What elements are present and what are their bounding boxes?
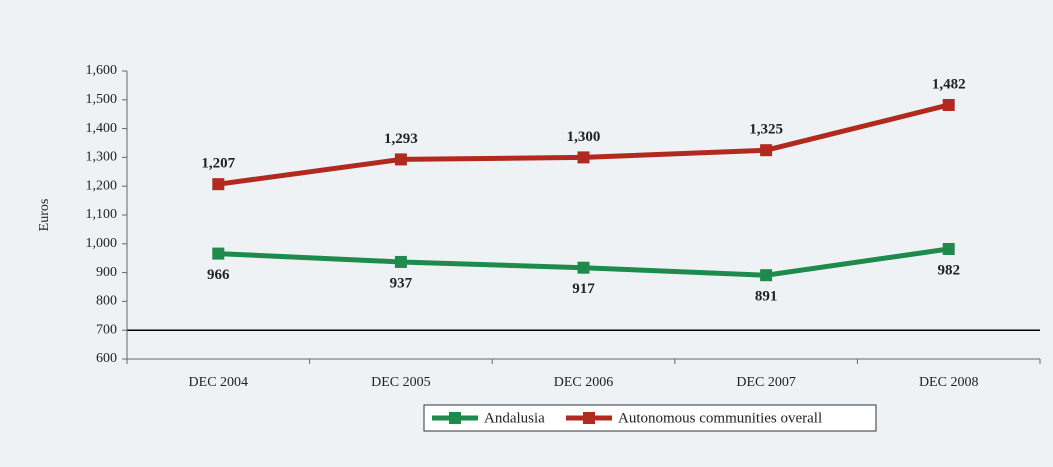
point-marker [212,178,225,191]
data-label: 1,325 [749,122,783,138]
data-label: 1,207 [201,156,235,172]
x-tick-label: DEC 2006 [554,375,614,390]
x-tick-label: DEC 2008 [919,375,979,390]
y-tick-label: 1,100 [86,207,118,222]
data-label: 917 [572,281,595,297]
point-marker [760,144,773,157]
point-marker [212,247,225,260]
y-tick-label: 1,500 [86,92,118,107]
y-tick-label: 600 [96,351,117,366]
point-marker [394,153,407,166]
x-tick-label: DEC 2007 [736,375,796,390]
data-label: 982 [937,262,960,278]
legend-label: Andalusia [484,410,545,426]
y-tick-label: 1,200 [86,178,118,193]
legend-swatch-marker [449,412,461,424]
legend-box [423,404,877,432]
y-tick-label: 1,300 [86,150,118,165]
data-label: 1,300 [567,129,601,145]
point-marker [760,269,773,282]
y-tick-label: 900 [96,265,117,280]
legend-swatch-marker [583,412,595,424]
y-tick-label: 1,600 [86,63,118,78]
y-tick-label: 800 [96,294,117,309]
y-tick-label: 1,400 [86,121,118,136]
data-label: 1,293 [384,131,418,147]
point-marker [942,242,955,255]
x-tick-label: DEC 2005 [371,375,431,390]
data-label: 937 [390,275,413,291]
point-marker [577,261,590,274]
point-marker [394,255,407,268]
point-marker [577,151,590,164]
x-tick-label: DEC 2004 [189,375,249,390]
legend-label: Autonomous communities overall [618,410,822,426]
data-label: 891 [755,289,778,305]
point-marker [942,98,955,111]
data-label: 1,482 [932,76,966,92]
y-tick-label: 700 [96,322,117,337]
y-axis-label: Euros [37,199,52,232]
data-label: 966 [207,267,230,283]
y-tick-label: 1,000 [86,236,118,251]
